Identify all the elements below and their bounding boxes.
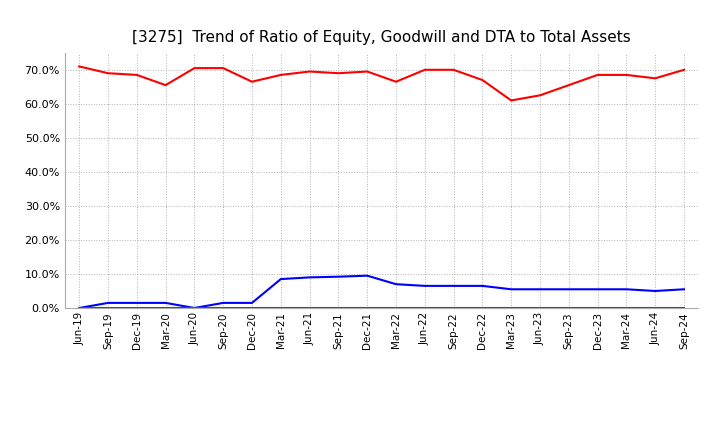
Equity — [564, 82, 573, 88]
Equity — [190, 66, 199, 71]
Deferred Tax Assets — [536, 305, 544, 311]
Equity — [75, 64, 84, 69]
Deferred Tax Assets — [75, 305, 84, 311]
Equity — [478, 77, 487, 83]
Deferred Tax Assets — [161, 305, 170, 311]
Deferred Tax Assets — [507, 305, 516, 311]
Goodwill — [190, 305, 199, 311]
Equity — [536, 93, 544, 98]
Goodwill — [161, 300, 170, 305]
Equity — [651, 76, 660, 81]
Deferred Tax Assets — [248, 305, 256, 311]
Goodwill — [334, 274, 343, 279]
Goodwill — [363, 273, 372, 279]
Deferred Tax Assets — [276, 305, 285, 311]
Deferred Tax Assets — [334, 305, 343, 311]
Goodwill — [420, 283, 429, 289]
Equity — [161, 82, 170, 88]
Deferred Tax Assets — [305, 305, 314, 311]
Line: Equity: Equity — [79, 66, 684, 100]
Deferred Tax Assets — [622, 305, 631, 311]
Deferred Tax Assets — [190, 305, 199, 311]
Goodwill — [132, 300, 141, 305]
Equity — [276, 72, 285, 77]
Line: Goodwill: Goodwill — [79, 276, 684, 308]
Deferred Tax Assets — [363, 305, 372, 311]
Goodwill — [75, 305, 84, 311]
Deferred Tax Assets — [478, 305, 487, 311]
Deferred Tax Assets — [651, 305, 660, 311]
Equity — [305, 69, 314, 74]
Equity — [593, 72, 602, 77]
Equity — [132, 72, 141, 77]
Deferred Tax Assets — [132, 305, 141, 311]
Equity — [219, 66, 228, 71]
Title: [3275]  Trend of Ratio of Equity, Goodwill and DTA to Total Assets: [3275] Trend of Ratio of Equity, Goodwil… — [132, 29, 631, 45]
Goodwill — [651, 288, 660, 293]
Goodwill — [305, 275, 314, 280]
Deferred Tax Assets — [564, 305, 573, 311]
Goodwill — [478, 283, 487, 289]
Deferred Tax Assets — [449, 305, 458, 311]
Deferred Tax Assets — [593, 305, 602, 311]
Equity — [104, 70, 112, 76]
Equity — [392, 79, 400, 84]
Goodwill — [680, 286, 688, 292]
Equity — [680, 67, 688, 73]
Deferred Tax Assets — [392, 305, 400, 311]
Goodwill — [449, 283, 458, 289]
Deferred Tax Assets — [680, 305, 688, 311]
Equity — [334, 70, 343, 76]
Goodwill — [248, 300, 256, 305]
Goodwill — [564, 286, 573, 292]
Deferred Tax Assets — [219, 305, 228, 311]
Goodwill — [536, 286, 544, 292]
Goodwill — [104, 300, 112, 305]
Deferred Tax Assets — [420, 305, 429, 311]
Goodwill — [392, 282, 400, 287]
Goodwill — [593, 286, 602, 292]
Equity — [363, 69, 372, 74]
Deferred Tax Assets — [104, 305, 112, 311]
Goodwill — [219, 300, 228, 305]
Goodwill — [507, 286, 516, 292]
Equity — [449, 67, 458, 73]
Equity — [507, 98, 516, 103]
Equity — [622, 72, 631, 77]
Equity — [420, 67, 429, 73]
Equity — [248, 79, 256, 84]
Goodwill — [622, 286, 631, 292]
Goodwill — [276, 276, 285, 282]
